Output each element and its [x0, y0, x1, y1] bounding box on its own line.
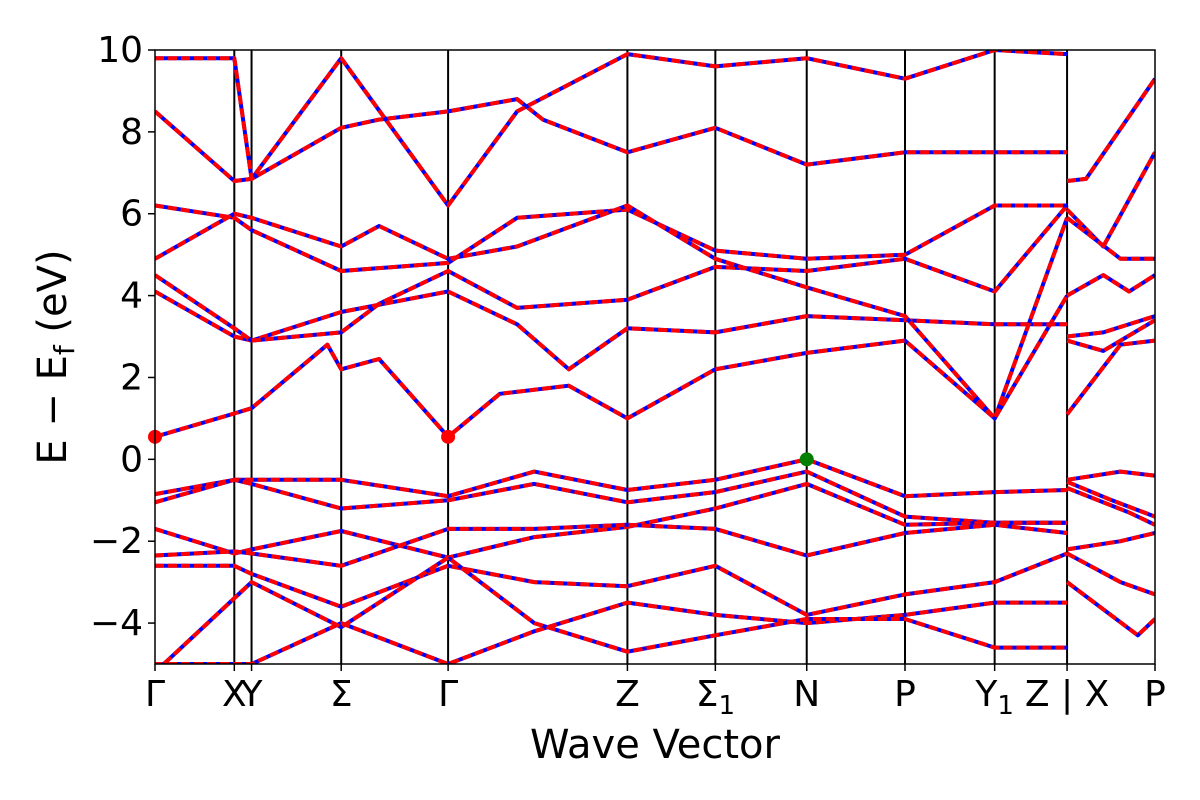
- band-wannier-19: [1066, 318, 1155, 353]
- band-dft-7: [155, 457, 1068, 499]
- x-axis-label: Wave Vector: [530, 722, 781, 768]
- band-dft-23: [1066, 486, 1155, 527]
- x-tick-label: Y: [240, 674, 264, 715]
- special-points-layer: [148, 429, 814, 467]
- band-dft-6: [155, 50, 1068, 208]
- band-dft-10: [155, 522, 1068, 568]
- x-tick-label: Γ: [438, 674, 458, 715]
- band-dft-21: [1066, 469, 1155, 482]
- band-dft-24: [1066, 531, 1155, 552]
- band-dft-9: [155, 481, 1068, 560]
- x-tick-label: X: [222, 674, 247, 715]
- band-dft-12: [155, 600, 1068, 664]
- plot-background: [155, 50, 1155, 664]
- band-dft-3: [155, 203, 1068, 273]
- y-tick-label: 0: [120, 439, 143, 480]
- x-tick-label: Σ1: [696, 674, 735, 721]
- band-dft-5: [155, 97, 1068, 183]
- band-dft-15: [1065, 151, 1155, 249]
- y-axis-label: E − Ef (eV): [30, 249, 81, 464]
- band-edge-point-2: [799, 452, 814, 467]
- band-dft-25: [1066, 551, 1155, 597]
- kpath-lines: [233, 50, 1069, 664]
- band-dft-0: [155, 294, 1069, 439]
- x-ticks: Γ XY Σ Γ Z Σ1 N P Y1 Z | X P: [145, 664, 1166, 721]
- x-tick-label: Σ: [330, 674, 353, 715]
- x-tick-label: P: [894, 674, 916, 715]
- x-tick-label: Z | X: [1025, 674, 1109, 715]
- x-tick-label: Y1: [974, 674, 1014, 721]
- y-tick-label: −4: [90, 603, 143, 644]
- band-dft-22: [1066, 479, 1155, 519]
- y-tick-label: 6: [120, 194, 143, 235]
- x-tick-label: Z: [615, 674, 640, 715]
- band-dft-13: [160, 555, 1068, 664]
- band-edge-point-1: [441, 429, 456, 444]
- band-dft-26: [1065, 580, 1155, 638]
- x-tick-label: P: [1144, 674, 1166, 715]
- bands-layer: [155, 50, 1155, 664]
- band-dft-18: [1066, 314, 1155, 339]
- y-tick-label: 10: [97, 30, 143, 71]
- band-dft-20: [1065, 338, 1155, 416]
- x-tick-label: Γ: [145, 674, 165, 715]
- y-tick-label: 8: [120, 112, 143, 153]
- band-dft-4: [155, 203, 1069, 421]
- y-tick-label: 2: [120, 357, 143, 398]
- band-dft-2: [155, 204, 1069, 343]
- band-dft-11: [155, 551, 1068, 617]
- y-ticks: −4 −2 0 2 4 6 8 10: [90, 30, 155, 644]
- band-dft-14: [1066, 77, 1155, 183]
- y-tick-label: 4: [120, 276, 143, 317]
- band-dft-16: [1065, 216, 1155, 261]
- y-tick-label: −2: [90, 521, 143, 562]
- plot-frame: [154, 49, 1156, 665]
- band-dft-8: [155, 469, 1068, 525]
- band-dft-17: [1066, 273, 1155, 298]
- x-tick-label: N: [793, 674, 820, 715]
